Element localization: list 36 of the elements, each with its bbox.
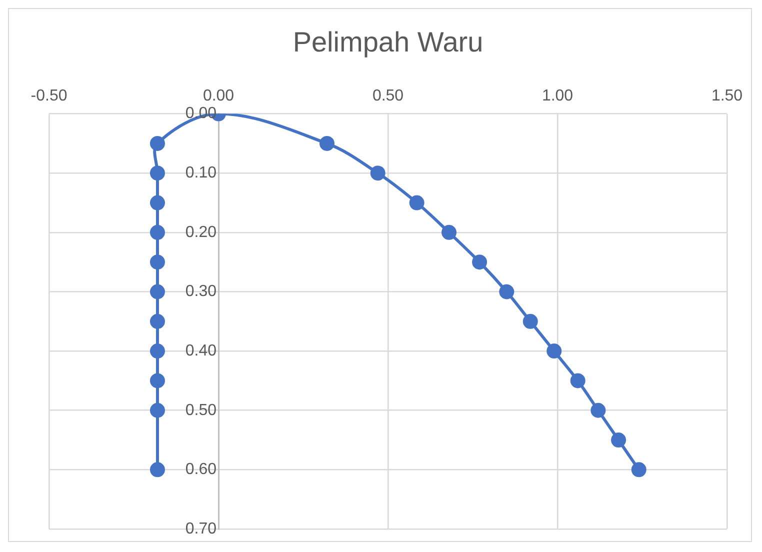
point [150,254,165,270]
point [546,344,562,359]
point [499,284,514,300]
point [522,314,538,329]
y-tick-label: 0.60 [185,461,217,478]
y-tick-label: 0.20 [185,224,217,241]
y-tick-label: 0.10 [185,164,217,182]
point [409,195,424,210]
point [150,136,165,151]
point [611,432,626,448]
y-tick-label: 0.70 [185,520,217,538]
point [150,224,165,240]
y-tick-label: 0.50 [185,402,217,419]
point [472,254,488,270]
point [150,195,165,210]
point [442,224,457,240]
point [150,314,165,329]
x-tick-label: 0.00 [202,88,234,105]
point [319,136,334,151]
x-tick-label: 1.50 [711,88,743,105]
point [150,284,165,300]
x-tick-label: 0.50 [372,88,404,105]
point [590,402,606,418]
y-tick-label: 0.30 [185,283,217,300]
point [150,462,165,478]
point [150,166,165,181]
x-tick-label: 1.00 [542,88,574,105]
chart-title: Pelimpah Waru [292,26,484,58]
x-tick-label: -0.50 [30,88,68,105]
point [150,402,165,418]
point [150,373,165,388]
point [370,166,386,181]
y-tick-label: 0.40 [185,342,217,360]
point [570,373,586,388]
point [150,344,165,359]
point [631,462,646,478]
